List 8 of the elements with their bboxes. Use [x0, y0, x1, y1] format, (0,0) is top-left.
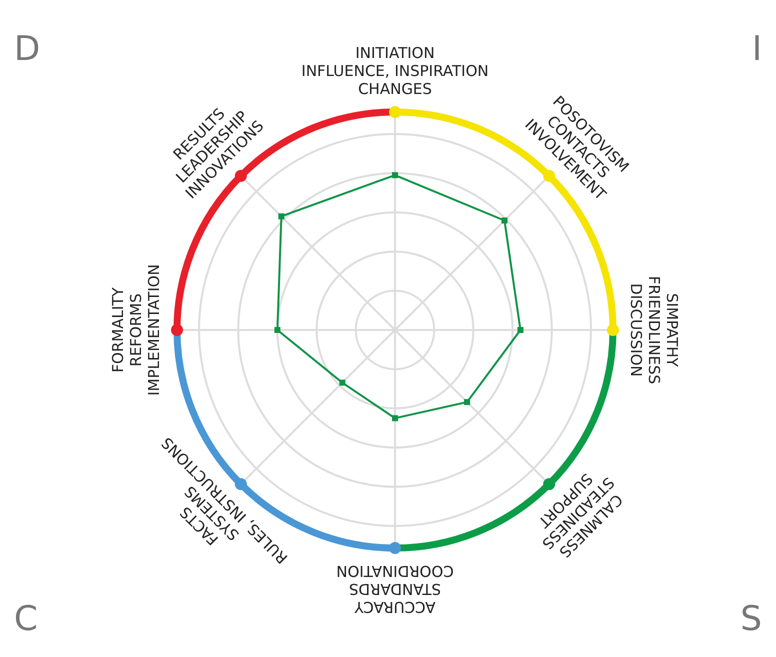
spoke-label: FORMALITY REFORMS IMPLEMENTATION — [109, 264, 163, 396]
spoke-label: INITIATION INFLUENCE, INSPIRATION CHANGES — [301, 44, 489, 98]
spoke-label: ACCURACY STANDARDS COORDINATION — [336, 562, 454, 616]
text: S — [740, 599, 762, 639]
text: D — [14, 29, 40, 69]
text: C — [14, 599, 38, 639]
text: I — [752, 29, 762, 69]
spoke-label: SIMPATHY FRIENDLINESS DISCUSSION — [627, 276, 681, 384]
